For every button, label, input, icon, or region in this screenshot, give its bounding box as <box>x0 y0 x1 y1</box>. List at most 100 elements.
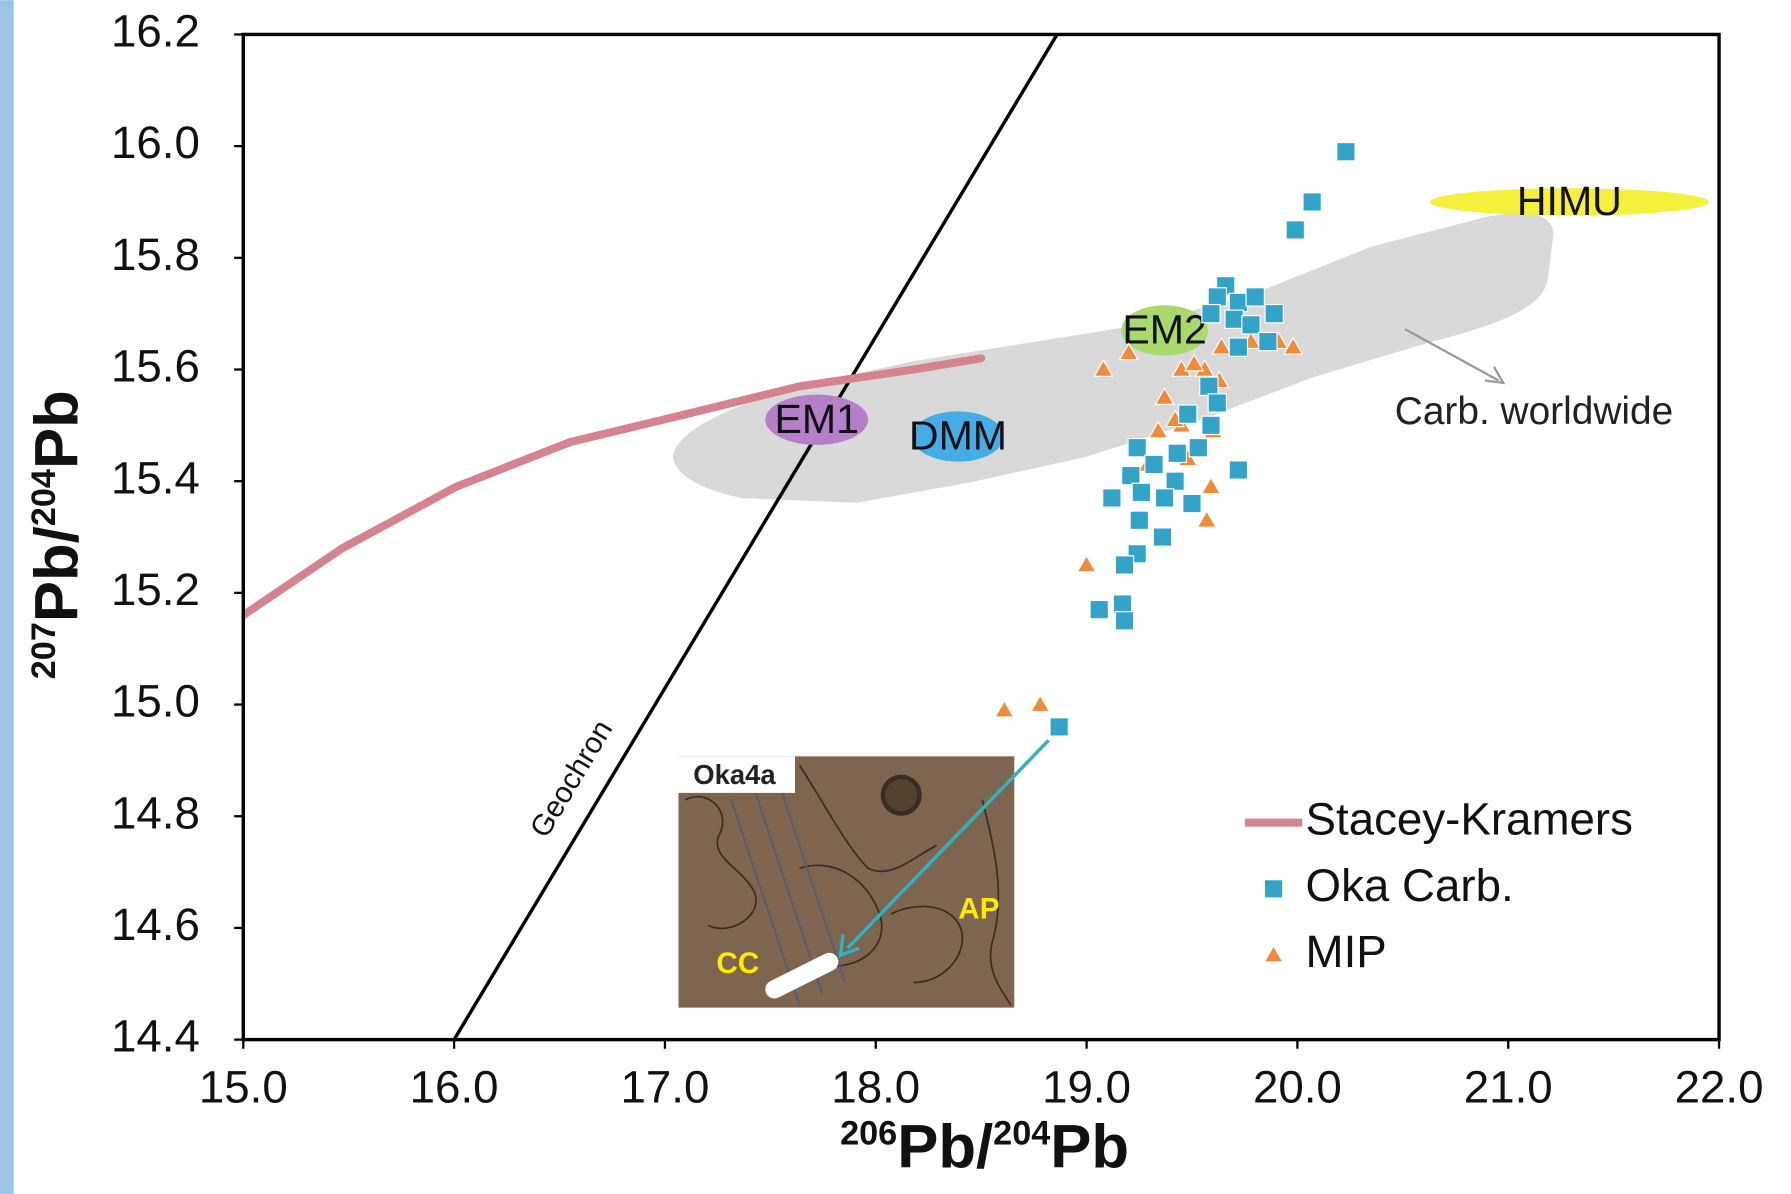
reservoir-label: DMM <box>909 413 1007 459</box>
point <box>1129 510 1149 530</box>
point <box>1207 393 1227 413</box>
x-tick-label: 18.0 <box>831 1061 920 1112</box>
axis-title-part: Pb/ <box>897 1113 993 1182</box>
point <box>1121 465 1141 486</box>
inset-spot <box>765 952 839 999</box>
plot-frame <box>241 32 1721 1042</box>
axis-title-sup: 206 <box>840 1115 897 1153</box>
point <box>1102 488 1122 508</box>
point <box>1118 342 1139 361</box>
point <box>1264 303 1284 324</box>
inset-texture <box>684 765 1012 1006</box>
x-tick-label: 15.0 <box>199 1061 288 1112</box>
point <box>1093 359 1114 377</box>
carb-field: Carb. worldwide <box>673 213 1673 503</box>
point <box>1207 287 1227 307</box>
point <box>1076 554 1097 573</box>
point <box>1201 303 1221 324</box>
axis-title-part: Pb <box>1050 1113 1129 1182</box>
point <box>1283 336 1304 355</box>
xlabel-title: 206Pb/204Pb <box>840 1113 1129 1182</box>
axis-title-sup: 207 <box>25 622 63 679</box>
inset-label: CC <box>716 947 759 980</box>
legend-swatch <box>1263 879 1284 899</box>
point <box>1258 331 1278 352</box>
plot: Geochron EM1 DMM EM2 HIMU <box>243 34 1709 1040</box>
geochron-label: Geochron <box>524 714 619 843</box>
y-tick-label: 15.8 <box>111 229 200 280</box>
field-arrow-head <box>1484 366 1506 385</box>
point <box>1200 476 1222 495</box>
y-tick-label: 15.6 <box>111 341 200 392</box>
y-tick-label: 16.0 <box>111 117 200 168</box>
axis-title-sup: 204 <box>25 469 63 526</box>
inset: Oka4a AP CC <box>678 739 1050 1008</box>
point <box>1154 387 1175 405</box>
field-label: Carb. worldwide <box>1395 390 1673 433</box>
ylabel-title: 207Pb/204Pb <box>23 390 92 679</box>
x-tick-label: 16.0 <box>410 1061 499 1112</box>
point <box>1182 493 1202 514</box>
point <box>1165 471 1185 491</box>
inset-photo <box>678 756 1015 1008</box>
point <box>1144 454 1164 475</box>
point <box>1228 460 1249 480</box>
y-tick-label: 15.0 <box>111 676 200 727</box>
inset-arrow <box>846 739 1050 950</box>
point <box>1152 527 1173 547</box>
point <box>1114 555 1135 575</box>
reservoir <box>1430 188 1709 216</box>
point <box>1030 694 1051 712</box>
y-tick-label: 15.2 <box>111 564 200 615</box>
point <box>1224 309 1244 329</box>
point <box>1148 420 1169 439</box>
axis-title-sup: 204 <box>993 1115 1050 1153</box>
point <box>994 699 1015 718</box>
reservoir <box>1121 305 1208 356</box>
side-stripe <box>0 0 14 1194</box>
point <box>1241 315 1261 335</box>
inset-title: Oka4a <box>693 759 776 790</box>
y-tick-label: 16.2 <box>111 6 200 57</box>
point <box>1188 437 1209 458</box>
x-tick-label: 19.0 <box>1042 1061 1131 1112</box>
field-arrow <box>1404 328 1500 382</box>
legend-label: Oka Carb. <box>1306 860 1514 911</box>
inset-title-box <box>678 756 795 793</box>
point <box>1336 142 1356 162</box>
x-tick-label: 21.0 <box>1464 1061 1553 1112</box>
reservoir <box>912 411 1004 462</box>
y-tick-label: 15.4 <box>111 452 200 503</box>
axes: 15.0 16.0 17.0 18.0 19.0 20.0 21.0 22.0 14.4 14.6… <box>23 6 1764 1182</box>
x-tick-label: 22.0 <box>1675 1061 1764 1112</box>
point <box>1196 509 1217 528</box>
x-tick-label: 17.0 <box>620 1061 709 1112</box>
axis-title-part: Pb <box>23 390 92 469</box>
point <box>1112 594 1133 614</box>
point <box>1089 599 1109 620</box>
axis-title-part: Pb/ <box>23 526 92 622</box>
y-tick-label: 14.4 <box>111 1011 200 1062</box>
legend-label: MIP <box>1306 926 1387 977</box>
point <box>1131 482 1152 503</box>
point <box>1114 611 1135 631</box>
point <box>1201 415 1221 436</box>
reservoir-label: HIMU <box>1517 178 1622 224</box>
line <box>243 354 986 620</box>
point <box>1302 192 1322 212</box>
x-tick-label: 20.0 <box>1253 1061 1342 1112</box>
legend-swatch <box>1263 944 1284 963</box>
point <box>1178 404 1198 424</box>
point <box>1127 437 1147 458</box>
inset-arrow-head <box>838 934 860 958</box>
point <box>1245 287 1265 307</box>
point <box>1049 717 1069 737</box>
point <box>1211 336 1232 355</box>
y-tick-label: 14.8 <box>111 787 200 838</box>
reservoir-label: EM2 <box>1122 307 1207 353</box>
inset-label: AP <box>958 892 999 925</box>
point <box>1199 376 1219 396</box>
legend: Stacey-Kramers Oka Carb. MIP <box>1245 794 1633 977</box>
